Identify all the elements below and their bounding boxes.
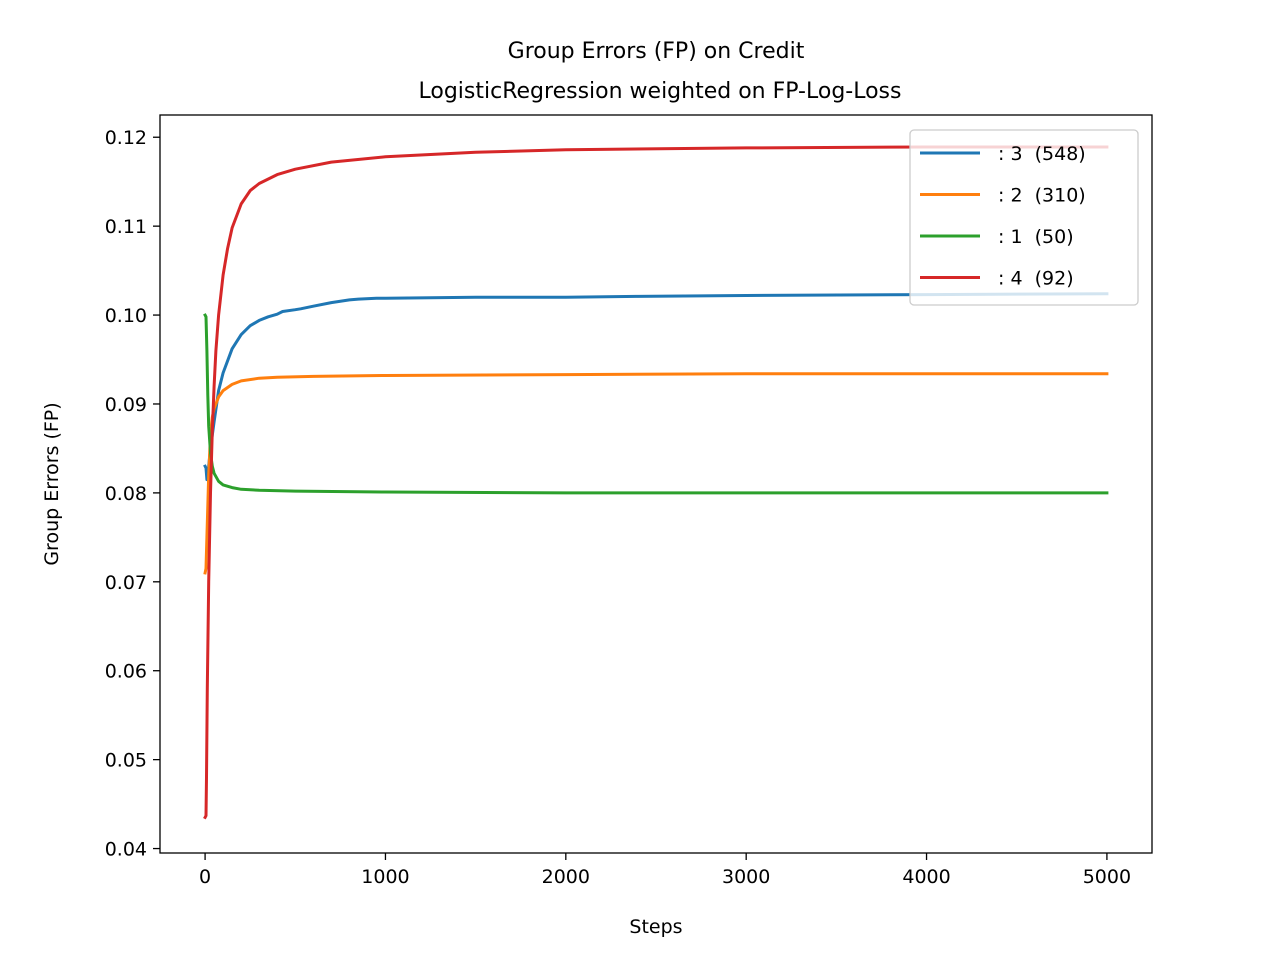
y-tick-label: 0.12 (105, 127, 147, 149)
y-tick-label: 0.06 (105, 661, 147, 683)
y-tick-label: 0.07 (105, 572, 147, 594)
series-line-4 (203, 145, 1109, 820)
series-layer (203, 145, 1109, 820)
x-tick-label: 3000 (722, 866, 770, 888)
x-tick-label: 5000 (1083, 866, 1131, 888)
x-tick-label: 0 (199, 866, 211, 888)
legend-label: : 3 (548) (998, 143, 1086, 165)
series-line-2 (203, 372, 1109, 575)
chart-subtitle: LogisticRegression weighted on FP-Log-Lo… (419, 79, 902, 104)
y-tick-label: 0.04 (105, 839, 147, 861)
y-tick-label: 0.11 (105, 216, 147, 238)
x-tick-label: 1000 (361, 866, 409, 888)
legend: : 3 (548) : 2 (310) : 1 (50) : 4 (92) (909, 129, 1139, 306)
y-tick-label: 0.09 (105, 394, 147, 416)
chart-title: Group Errors (FP) on Credit (508, 39, 805, 64)
x-tick-label: 2000 (542, 866, 590, 888)
series-line-3 (203, 313, 1109, 495)
y-axis: 0.04 0.05 0.06 0.07 0.08 0.09 0.10 0.11 0.12 (105, 127, 160, 861)
legend-label: : 2 (310) (998, 185, 1086, 207)
plot-frame (159, 114, 1153, 854)
x-tick-label: 4000 (902, 866, 950, 888)
x-axis: 0 1000 2000 3000 4000 5000 (199, 853, 1131, 888)
x-axis-label: Steps (629, 916, 682, 938)
y-tick-label: 0.05 (105, 750, 147, 772)
legend-label: : 1 (50) (998, 226, 1074, 248)
y-tick-label: 0.08 (105, 483, 147, 505)
y-axis-label: Group Errors (FP) (41, 402, 63, 565)
y-tick-label: 0.10 (105, 305, 147, 327)
legend-box (909, 129, 1139, 306)
legend-label: : 4 (92) (998, 268, 1074, 290)
